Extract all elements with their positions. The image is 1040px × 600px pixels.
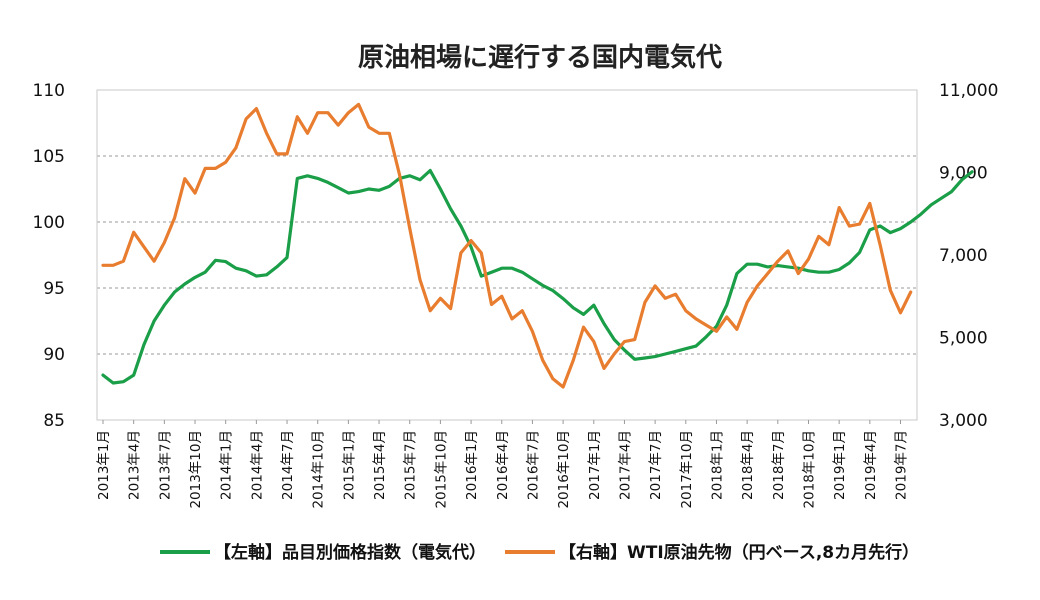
left-axis: 85 90 95 100 105 110 <box>33 81 65 431</box>
left-tick-label: 90 <box>43 345 65 365</box>
x-tick-label: 2013年4月 <box>127 430 143 500</box>
chart-title: 原油相場に遅行する国内電気代 <box>358 42 722 73</box>
series-line-electricity-index <box>101 168 974 385</box>
x-tick-label: 2017年1月 <box>587 430 603 500</box>
x-tick-label: 2018年4月 <box>740 430 756 500</box>
legend-label-orange: 【右軸】WTI原油先物（円ベース,8カ月先行） <box>559 542 919 563</box>
x-tick-label: 2017年7月 <box>648 430 664 500</box>
left-tick-label: 95 <box>43 279 65 299</box>
x-tick-label: 2014年10月 <box>311 430 327 509</box>
x-tick-label: 2019年1月 <box>832 430 848 500</box>
x-tick-label: 2016年1月 <box>464 430 480 500</box>
x-tick-label: 2013年1月 <box>96 430 112 500</box>
left-tick-label: 110 <box>33 81 65 101</box>
right-axis: 3,000 5,000 7,000 9,000 11,000 <box>939 81 998 431</box>
right-tick-label: 11,000 <box>939 81 998 101</box>
x-tick-label: 2017年10月 <box>679 430 695 509</box>
left-tick-label: 85 <box>43 411 65 431</box>
x-tick-label: 2019年4月 <box>863 430 879 500</box>
legend: 【左軸】品目別価格指数（電気代） 【右軸】WTI原油先物（円ベース,8カ月先行） <box>160 542 919 563</box>
x-tick-label: 2013年10月 <box>188 430 204 509</box>
x-tick-label: 2014年4月 <box>249 430 265 500</box>
series-line-wti-crude <box>101 102 913 389</box>
x-tick-label: 2016年10月 <box>556 430 572 509</box>
x-tick-label: 2014年1月 <box>219 430 235 500</box>
x-tick-label: 2018年7月 <box>771 430 787 500</box>
right-tick-label: 7,000 <box>939 246 988 266</box>
x-axis: 2013年1月 2013年4月 2013年7月 2013年10月 2014年1月 2014… <box>96 420 910 509</box>
x-tick-label: 2015年7月 <box>403 430 419 500</box>
grid-layer <box>97 155 917 355</box>
x-tick-label: 2013年7月 <box>157 430 173 500</box>
series-layer <box>101 102 974 389</box>
plot-frame <box>96 89 918 421</box>
x-tick-label: 2015年4月 <box>372 430 388 500</box>
x-tick-label: 2016年4月 <box>495 430 511 500</box>
x-tick-label: 2019年7月 <box>894 430 910 500</box>
x-tick-label: 2016年7月 <box>525 430 541 500</box>
x-tick-label: 2015年1月 <box>341 430 357 500</box>
right-tick-label: 5,000 <box>939 329 988 349</box>
left-tick-label: 105 <box>33 147 65 167</box>
right-tick-label: 9,000 <box>939 164 988 184</box>
legend-label-green: 【左軸】品目別価格指数（電気代） <box>214 542 486 563</box>
right-tick-label: 3,000 <box>939 411 988 431</box>
x-tick-label: 2014年7月 <box>280 430 296 500</box>
x-tick-label: 2017年4月 <box>617 430 633 500</box>
x-tick-label: 2018年10月 <box>801 430 817 509</box>
left-tick-label: 100 <box>33 213 65 233</box>
x-tick-label: 2018年1月 <box>709 430 725 500</box>
x-tick-label: 2015年10月 <box>433 430 449 509</box>
